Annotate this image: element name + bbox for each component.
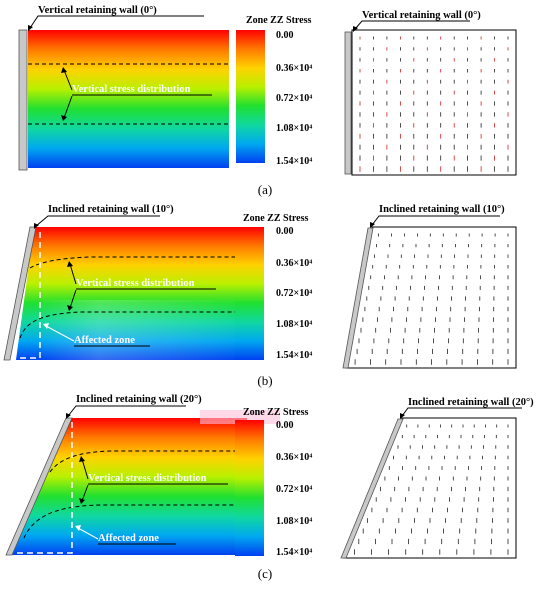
panel-c-affected-label: Affected zone — [98, 533, 159, 544]
panel-c-contour-line-top — [49, 450, 247, 473]
panel-c-left-title: Inclined retaining wall (20°) — [76, 394, 202, 405]
panel-a-annotation-arrowhead-down — [61, 115, 67, 121]
panel-c-title-arrowhead — [66, 413, 71, 419]
panel-c-vector-field — [354, 424, 509, 555]
panel-c-contour — [12, 418, 247, 555]
panel-b-right-arrowhead — [370, 222, 375, 228]
panel-b-annotation-arrowhead-up — [67, 261, 73, 267]
panel-b-colorbar-title: Zone ZZ Stress — [243, 213, 308, 224]
panel-a-wall — [18, 29, 28, 171]
panel-b-affected-zone-outline — [18, 232, 41, 359]
panel-a-left-title: Vertical retaining wall (0°) — [38, 5, 157, 16]
panel-c-affected-arrow — [77, 527, 99, 540]
panel-b-left-title: Inclined retaining wall (10°) — [48, 204, 174, 215]
panel-c-contour-line-bottom — [23, 504, 247, 539]
panel-a-label: (a) — [258, 182, 272, 197]
panel-b-affected-label: Affected zone — [74, 335, 135, 346]
panel-b-title-arrowhead — [34, 223, 39, 229]
panel-a-title-leader — [29, 15, 204, 29]
panel-a-colorbar-tick-0: 0.00 — [276, 30, 294, 41]
panel-b-colorbar-tick-1: 0.36×10⁴ — [276, 258, 312, 269]
panel-a-colorbar — [236, 30, 265, 163]
panel-c-vector-wall — [340, 418, 404, 559]
panel-b-annotation-arrowhead-down — [67, 305, 73, 311]
panel-a-colorbar-tick-3: 1.08×10⁴ — [276, 123, 312, 134]
panel-c-affected-arrowhead — [75, 525, 81, 531]
panel-b-affected-arrowhead — [43, 323, 49, 329]
panel-b-annotation: Vertical stress distribution — [76, 278, 195, 289]
panel-c: Inclined retaining wall (20°) Vertical s… — [5, 394, 534, 581]
panel-c-title-leader — [67, 405, 186, 417]
panel-c-annotation: Vertical stress distribution — [88, 473, 207, 484]
panel-c-colorbar-tick-2: 0.72×10⁴ — [276, 484, 312, 495]
panel-c-right-arrowhead — [400, 413, 405, 419]
panel-c-annotation-arrowhead-down — [79, 498, 85, 504]
panel-a: Vertical retaining wall (0°) Vertical st… — [18, 5, 517, 197]
panel-b-annotation-arrow-up — [69, 263, 77, 285]
panel-b-label: (b) — [257, 373, 272, 388]
panel-c-wall — [5, 417, 73, 556]
panel-a-title-arrowhead — [28, 25, 33, 31]
panel-c-colorbar-title: Zone ZZ Stress — [243, 407, 308, 418]
panel-b-vector-frame — [345, 226, 517, 369]
panel-a-vector-wall — [344, 31, 352, 175]
panel-b: Inclined retaining wall (10°) Vertical s… — [3, 204, 517, 388]
panel-c-label: (c) — [258, 566, 272, 581]
panel-a-colorbar-tick-2: 0.72×10⁴ — [276, 93, 312, 104]
panel-b-colorbar — [235, 227, 264, 360]
panel-b-colorbar-tick-0: 0.00 — [276, 226, 294, 237]
panel-c-colorbar-tick-1: 0.36×10⁴ — [276, 452, 312, 463]
panel-c-colorbar — [235, 420, 264, 556]
panel-a-annotation-arrow-up — [63, 69, 73, 91]
panel-b-annotation-arrow-down — [69, 289, 77, 309]
panel-a-colorbar-tick-4: 1.54×10⁴ — [276, 156, 312, 167]
panel-a-vector-field — [359, 36, 509, 172]
panel-b-right-title: Inclined retaining wall (10°) — [379, 204, 505, 215]
panel-a-annotation-arrow-down — [63, 95, 73, 119]
panel-b-vector-field — [354, 233, 509, 365]
panel-a-colorbar-title: Zone ZZ Stress — [246, 15, 311, 26]
panel-c-affected-zone-outline — [16, 422, 73, 554]
panel-b-contour-overlay-lower — [36, 300, 247, 360]
panel-b-affected-arrow — [45, 325, 75, 342]
panel-c-right-leader — [401, 407, 522, 417]
panel-a-annotation: Vertical stress distribution — [72, 84, 191, 95]
panel-a-vector-frame — [351, 29, 517, 176]
panel-b-right-leader — [371, 215, 500, 226]
panel-c-colorbar-tick-4: 1.54×10⁴ — [276, 547, 312, 558]
panel-c-right-title: Inclined retaining wall (20°) — [408, 397, 534, 408]
panel-c-annotation-arrow-up — [81, 458, 89, 480]
panel-b-vector-wall — [342, 227, 374, 369]
panel-b-title-leader — [35, 215, 160, 227]
panel-b-contour-line-bottom — [19, 311, 247, 339]
panel-c-annotation-arrow-down — [81, 484, 89, 502]
panel-a-right-title: Vertical retaining wall (0°) — [362, 10, 481, 21]
panel-a-right-arrowhead — [353, 26, 358, 32]
panel-b-colorbar-tick-2: 0.72×10⁴ — [276, 288, 312, 299]
panel-a-contour — [28, 30, 229, 168]
panel-a-annotation-arrowhead-up — [61, 67, 67, 73]
panel-b-colorbar-tick-4: 1.54×10⁴ — [276, 350, 312, 361]
panel-a-colorbar-tick-1: 0.36×10⁴ — [276, 63, 312, 74]
panel-c-colorbar-tick-0: 0.00 — [276, 420, 294, 431]
panel-c-colorbar-tick-3: 1.08×10⁴ — [276, 516, 312, 527]
panel-a-right-leader — [354, 20, 470, 30]
panel-b-colorbar-tick-3: 1.08×10⁴ — [276, 319, 312, 330]
panel-c-annotation-arrowhead-up — [79, 456, 85, 462]
